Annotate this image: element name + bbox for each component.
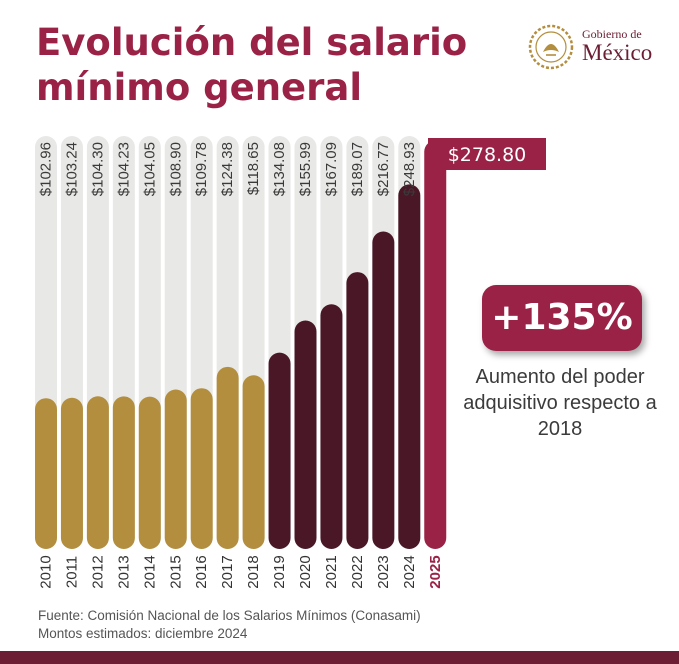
coat-of-arms-icon bbox=[528, 24, 574, 70]
percent-increase-caption: Aumento del poder adquisitivo respecto a… bbox=[463, 366, 657, 440]
year-label-2015: 2015 bbox=[167, 555, 184, 588]
value-label-2020: $155.99 bbox=[297, 142, 314, 196]
value-label-2012: $104.30 bbox=[89, 142, 106, 196]
value-label-2013: $104.23 bbox=[115, 142, 132, 196]
bar-2024 bbox=[398, 184, 421, 549]
value-label-2023: $216.77 bbox=[375, 142, 392, 196]
bar-2017 bbox=[216, 366, 239, 549]
year-label-2019: 2019 bbox=[271, 555, 288, 588]
bar-2025 bbox=[424, 140, 447, 549]
year-label-2021: 2021 bbox=[323, 555, 340, 588]
value-label-2025: $278.80 bbox=[448, 144, 527, 166]
value-label-2015: $108.90 bbox=[167, 142, 184, 196]
year-label-2013: 2013 bbox=[115, 555, 132, 588]
year-label-2016: 2016 bbox=[193, 555, 210, 588]
year-label-2024: 2024 bbox=[401, 555, 418, 588]
value-label-2018: $118.65 bbox=[245, 142, 262, 195]
year-label-2014: 2014 bbox=[141, 555, 158, 588]
value-label-2010: $102.96 bbox=[38, 142, 55, 196]
logo-line-1: Gobierno de bbox=[582, 27, 642, 41]
bar-2015 bbox=[164, 389, 187, 549]
value-label-2016: $109.78 bbox=[193, 142, 210, 196]
value-label-2011: $103.24 bbox=[63, 142, 80, 196]
bottom-brand-bar bbox=[0, 651, 679, 664]
year-label-2023: 2023 bbox=[375, 555, 392, 588]
bar-2019 bbox=[268, 352, 291, 549]
value-label-2024: $248.93 bbox=[401, 142, 418, 196]
bar-2021 bbox=[320, 304, 343, 549]
year-label-2010: 2010 bbox=[38, 555, 55, 588]
estimate-date-line: Montos estimados: diciembre 2024 bbox=[38, 626, 248, 641]
gobierno-de-mexico-logo: Gobierno de México bbox=[528, 24, 668, 74]
value-label-2017: $124.38 bbox=[219, 142, 236, 196]
value-label-2022: $189.07 bbox=[349, 142, 366, 196]
year-label-2011: 2011 bbox=[63, 556, 80, 588]
bar-2010 bbox=[35, 398, 57, 549]
bar-2016 bbox=[190, 388, 213, 549]
bar-2012 bbox=[86, 396, 109, 549]
value-callout-2025 bbox=[428, 138, 546, 170]
year-label-2012: 2012 bbox=[89, 555, 106, 588]
value-label-2019: $134.08 bbox=[271, 142, 288, 196]
source-note: Fuente: Comisión Nacional de los Salario… bbox=[38, 607, 421, 643]
bar-2011 bbox=[60, 397, 83, 549]
bar-2022 bbox=[346, 272, 369, 549]
bar-2020 bbox=[294, 320, 317, 549]
value-label-2021: $167.09 bbox=[323, 142, 340, 196]
logo-line-2: México bbox=[582, 40, 653, 65]
value-label-2014: $104.05 bbox=[141, 142, 158, 196]
year-label-2018: 2018 bbox=[245, 555, 262, 588]
source-line: Fuente: Comisión Nacional de los Salario… bbox=[38, 608, 421, 623]
year-label-2025: 2025 bbox=[427, 555, 444, 588]
bar-2018 bbox=[242, 375, 265, 549]
bar-2023 bbox=[372, 231, 395, 550]
year-label-2020: 2020 bbox=[297, 555, 314, 588]
year-label-2017: 2017 bbox=[219, 555, 236, 588]
chart-title: Evolución del salario mínimo general bbox=[36, 21, 468, 109]
logo-text: Gobierno de México bbox=[582, 28, 652, 64]
year-label-2022: 2022 bbox=[349, 555, 366, 588]
bar-2014 bbox=[138, 396, 161, 549]
bar-2013 bbox=[112, 396, 135, 549]
percent-increase-badge: +135% bbox=[482, 285, 642, 351]
